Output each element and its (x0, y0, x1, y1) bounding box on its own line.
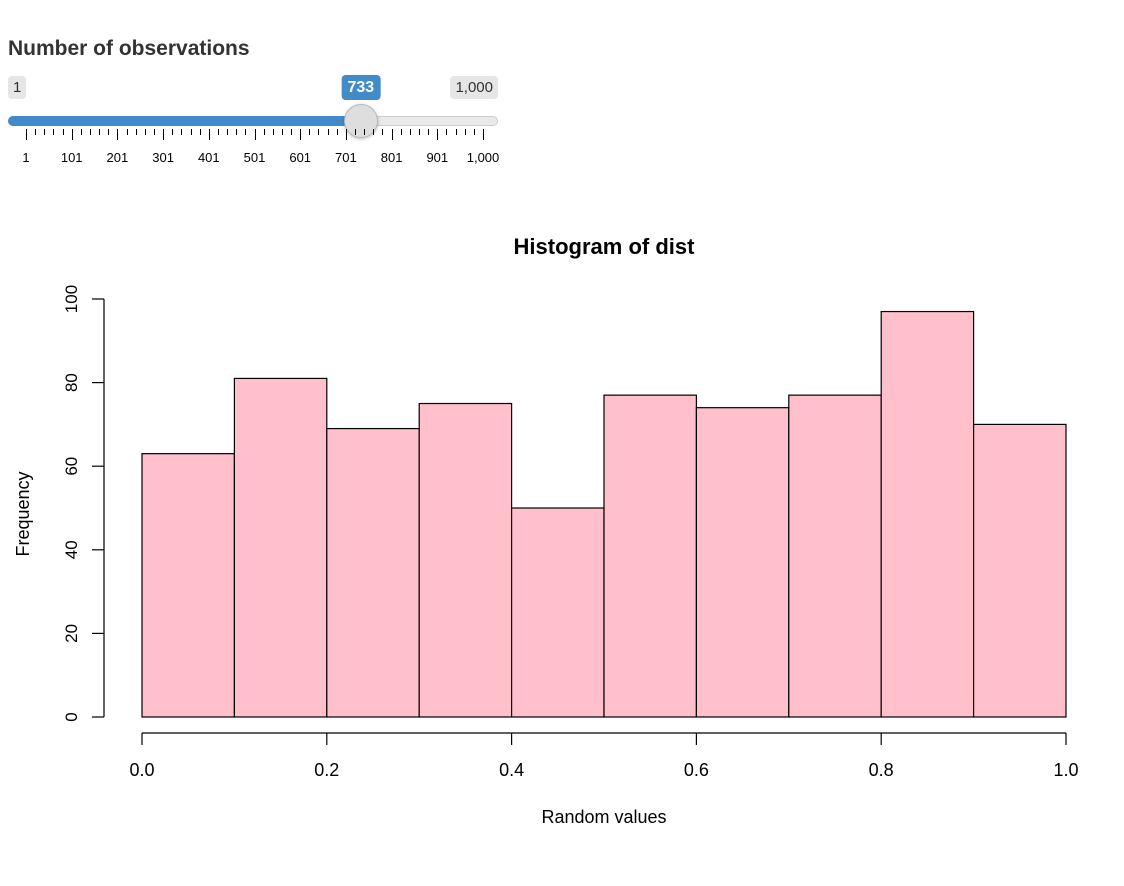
slider-minor-tick (464, 129, 466, 135)
y-tick-label: 60 (62, 457, 81, 476)
slider-minor-tick (455, 129, 457, 135)
y-tick-label: 100 (62, 285, 81, 313)
slider-minor-tick (199, 129, 201, 135)
chart-title: Histogram of dist (514, 234, 696, 259)
slider-minor-tick (99, 129, 101, 135)
slider-minor-tick (272, 129, 274, 135)
slider-tick-label: 601 (289, 150, 312, 165)
slider-minor-tick (217, 129, 219, 135)
slider-minor-tick (35, 129, 37, 135)
slider-major-tick (483, 129, 484, 140)
slider-tick-label: 301 (152, 150, 174, 165)
slider-minor-tick (62, 129, 64, 135)
slider-minor-tick (181, 129, 183, 135)
slider-label: Number of observations (8, 37, 250, 60)
slider-minor-tick (364, 129, 366, 135)
y-tick-label: 0 (62, 712, 81, 721)
slider-major-tick (437, 129, 439, 140)
slider-minor-tick (89, 129, 91, 135)
slider-minor-tick (336, 129, 338, 135)
slider-minor-tick (373, 129, 375, 135)
x-tick-label: 1.0 (1053, 760, 1078, 780)
slider-minor-tick (419, 129, 421, 135)
histogram-bar (141, 453, 236, 718)
slider-minor-tick (400, 129, 402, 135)
histogram-bar (788, 394, 882, 718)
slider-minor-tick (309, 129, 311, 135)
slider-minor-tick (172, 129, 174, 135)
slider-fill-bar (8, 116, 361, 126)
slider-tick-label: 401 (197, 150, 220, 165)
x-tick-label: 0.8 (869, 760, 894, 780)
y-axis: 0 20 40 60 80 100 (62, 285, 105, 722)
histogram-bar (233, 377, 328, 718)
slider-minor-tick (144, 129, 146, 135)
slider-tick-label: 801 (380, 150, 403, 165)
slider-minor-tick (80, 129, 82, 135)
slider-tick-label: 1 (22, 150, 30, 165)
slider-major-tick (163, 129, 165, 140)
x-tick-label: 0.6 (684, 760, 709, 780)
slider-tick-label: 201 (106, 150, 129, 165)
slider-minor-tick (126, 129, 128, 135)
slider-handle[interactable] (343, 104, 378, 138)
slider-minor-tick (153, 129, 155, 135)
slider-minor-tick (227, 129, 229, 135)
slider-minor-tick (281, 129, 283, 135)
slider-minor-tick (409, 129, 411, 135)
histogram-bar (326, 427, 420, 718)
x-tick-label: 0.2 (314, 760, 339, 780)
slider-major-tick (208, 129, 210, 140)
histogram-bar (880, 310, 975, 718)
slider-minor-tick (355, 129, 357, 135)
y-tick-label: 80 (62, 373, 81, 392)
x-axis-label: Random values (541, 807, 666, 827)
x-tick-label: 0.4 (499, 760, 524, 780)
slider-major-tick (345, 129, 347, 140)
slider-tick-label: 701 (335, 150, 357, 165)
histogram-bar (511, 507, 605, 718)
slider-minor-tick (108, 129, 110, 135)
y-axis-label: Frequency (13, 471, 33, 556)
slider-min-label: 1 (8, 76, 27, 99)
slider-major-tick (71, 129, 73, 140)
slider-max-label: 1,000 (450, 76, 498, 99)
slider-minor-tick (446, 129, 448, 135)
y-tick-label: 20 (62, 624, 81, 643)
slider-minor-tick (318, 129, 320, 135)
slider-minor-tick (53, 129, 55, 135)
slider-minor-tick (245, 129, 247, 135)
histogram-bar (972, 423, 1067, 718)
x-tick-label: 0.0 (129, 760, 154, 780)
slider-minor-tick (236, 129, 238, 135)
slider-major-tick (26, 129, 27, 140)
slider-tick-label: 901 (426, 150, 449, 165)
slider-minor-tick (291, 129, 293, 135)
slider-value-label: 733 (341, 75, 381, 100)
observations-slider[interactable]: 1 1,000 733 1 101 201 301 401 501 601 701 801 901… (0, 0, 520, 180)
slider-minor-tick (190, 129, 192, 135)
y-tick-label: 40 (62, 540, 81, 559)
histogram-bar (603, 394, 698, 718)
slider-major-tick (391, 129, 393, 140)
slider-minor-tick (135, 129, 137, 135)
slider-minor-tick (327, 129, 329, 135)
histogram-bar (695, 407, 790, 718)
slider-tick-label: 1,000 (466, 150, 500, 165)
slider-minor-tick (44, 129, 46, 135)
histogram-bar (418, 402, 513, 718)
slider-major-tick (117, 129, 119, 140)
slider-tick-label: 501 (243, 150, 266, 165)
slider-major-tick (254, 129, 256, 140)
slider-minor-tick (382, 129, 384, 135)
x-axis: 0.0 0.2 0.4 0.6 0.8 1.0 (129, 732, 1079, 780)
slider-minor-tick (263, 129, 265, 135)
histogram-bars (141, 310, 1067, 718)
slider-tick-label: 101 (60, 150, 83, 165)
slider-minor-tick (428, 129, 430, 135)
slider-major-tick (300, 129, 302, 140)
slider-minor-tick (473, 129, 475, 135)
